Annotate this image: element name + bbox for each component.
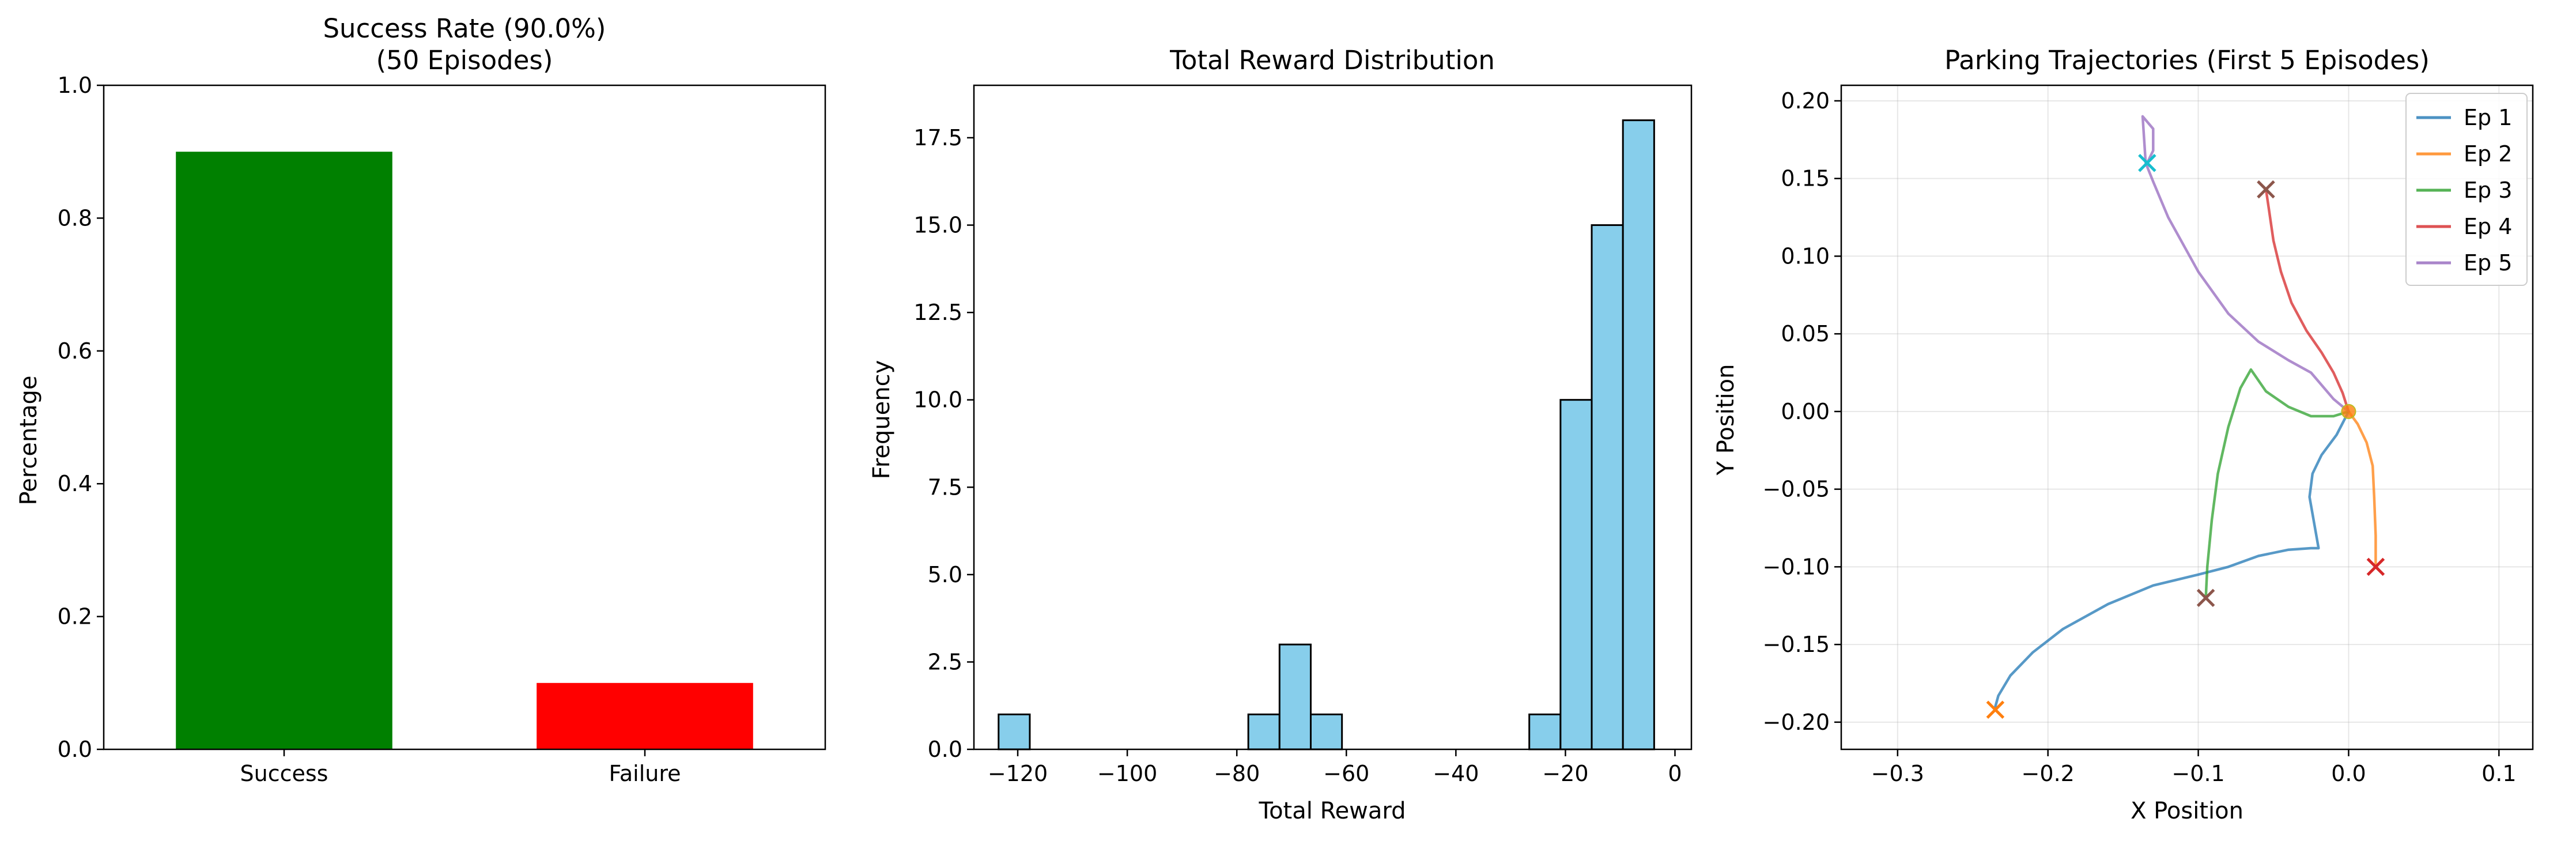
end-point-marker <box>2196 589 2215 608</box>
chart-subtitle: (50 Episodes) <box>376 45 553 76</box>
histogram-bar <box>1622 119 1655 751</box>
trajectory-chart: Parking Trajectories (First 5 Episodes) … <box>1713 45 2534 824</box>
histogram-bar <box>1528 713 1562 751</box>
y-tick-label: 15.0 <box>913 213 962 238</box>
x-tick-label: −0.3 <box>1871 761 1924 786</box>
legend-label-ep3: Ep 3 <box>2464 178 2512 203</box>
y-tick-label: 12.5 <box>913 300 962 325</box>
y-tick-label: 0.8 <box>58 205 92 231</box>
reward-histogram: Total Reward Distribution Total Reward F… <box>868 45 1693 824</box>
x-tick-label: −60 <box>1323 761 1369 786</box>
trajectory-lines <box>1986 115 2385 719</box>
end-point-marker <box>2366 557 2385 576</box>
legend-label-ep4: Ep 4 <box>2464 214 2512 239</box>
plot-frame <box>973 84 1693 751</box>
y-tick-label: 0.05 <box>1781 321 1830 346</box>
x-tick-label: −40 <box>1433 761 1479 786</box>
x-tick-label: −100 <box>1097 761 1157 786</box>
plot-frame <box>1840 84 2534 751</box>
bars <box>176 152 753 750</box>
trajectory-line-ep2 <box>2347 410 2377 568</box>
histogram-bar <box>1591 224 1624 751</box>
marker-stroke <box>2366 557 2385 576</box>
bar-failure <box>537 682 753 749</box>
x-tick-label: −20 <box>1542 761 1588 786</box>
y-tick-label: 1.0 <box>58 73 92 98</box>
y-axis-label: Percentage <box>16 375 42 505</box>
y-tick-label: −0.10 <box>1763 554 1830 579</box>
legend-label-ep2: Ep 2 <box>2464 141 2512 167</box>
x-tick-label: −0.1 <box>2171 761 2224 786</box>
axis-ticks: −0.3 −0.2 −0.1 0.0 0.1 −0.20 −0.15 −0.10 −0.05 0.… <box>1763 88 2517 786</box>
legend: Ep 1 Ep 2 Ep 3 Ep 4 Ep 5 <box>2405 93 2528 286</box>
y-tick-label: 0.6 <box>58 338 92 364</box>
end-point-marker <box>1986 700 2005 719</box>
bar-success <box>176 152 392 750</box>
end-point-marker <box>2138 153 2156 172</box>
trajectory-line-ep1 <box>1994 410 2350 708</box>
y-tick-label: 0.15 <box>1781 166 1830 191</box>
histogram-bar <box>998 713 1031 751</box>
legend-label-ep5: Ep 5 <box>2464 250 2512 276</box>
y-axis-label: Y Position <box>1713 364 1739 476</box>
end-point-marker <box>2257 180 2275 199</box>
y-tick-label: 2.5 <box>928 649 962 674</box>
start-point-marker <box>2341 403 2356 419</box>
y-tick-label: 0.4 <box>58 471 92 496</box>
histogram-bar <box>1309 713 1343 751</box>
histogram-bar <box>1247 713 1281 751</box>
x-tick-label: −0.2 <box>2022 761 2075 786</box>
x-tick-label: −120 <box>988 761 1048 786</box>
y-axis-label: Frequency <box>868 360 895 480</box>
histogram-bar <box>1278 643 1312 751</box>
x-axis-label: Total Reward <box>1258 798 1406 824</box>
x-axis-label: X Position <box>2131 798 2243 824</box>
histogram-bar <box>1559 399 1593 751</box>
y-tick-label: 0.0 <box>928 737 962 762</box>
axis-ticks: 0.0 0.2 0.4 0.6 0.8 1.0 Success Failure <box>58 73 681 786</box>
legend-label-ep1: Ep 1 <box>2464 105 2512 130</box>
y-tick-label: 0.00 <box>1781 399 1830 424</box>
x-tick-label: Failure <box>609 761 681 786</box>
marker-stroke <box>2138 153 2156 172</box>
axis-ticks: −120 −100 −80 −60 −40 −20 0 0.0 2.5 5.0 7.5 10.0 12.… <box>913 125 1682 786</box>
chart-title: Parking Trajectories (First 5 Episodes) <box>1944 45 2430 76</box>
y-tick-label: −0.20 <box>1763 710 1830 735</box>
x-tick-label: 0.0 <box>2331 761 2366 786</box>
y-tick-label: −0.05 <box>1763 477 1830 502</box>
y-tick-label: 0.10 <box>1781 243 1830 269</box>
y-tick-label: 10.0 <box>913 387 962 413</box>
x-tick-label: 0.1 <box>2481 761 2516 786</box>
y-tick-label: −0.15 <box>1763 632 1830 657</box>
trajectory-line-ep5 <box>2141 115 2350 413</box>
marker-stroke <box>2257 180 2275 199</box>
x-tick-label: Success <box>240 761 328 786</box>
x-tick-label: 0 <box>1668 761 1682 786</box>
histogram-bars <box>998 119 1655 751</box>
success-rate-chart: Success Rate (90.0%) (50 Episodes) Perce… <box>16 13 826 786</box>
y-tick-label: 0.20 <box>1781 88 1830 114</box>
marker-stroke <box>2196 589 2215 608</box>
marker-stroke <box>1986 700 2005 719</box>
chart-title: Success Rate (90.0%) <box>323 13 606 44</box>
trajectory-line-ep3 <box>2204 368 2350 599</box>
x-tick-label: −80 <box>1214 761 1260 786</box>
plot-frame <box>103 84 826 751</box>
y-tick-label: 7.5 <box>928 474 962 500</box>
y-tick-label: 0.0 <box>58 737 92 762</box>
chart-title: Total Reward Distribution <box>1169 45 1495 76</box>
y-tick-label: 5.0 <box>928 562 962 587</box>
y-tick-label: 17.5 <box>913 125 962 150</box>
y-tick-label: 0.2 <box>58 604 92 629</box>
trajectory-line-ep4 <box>2264 188 2350 413</box>
legend-box <box>2405 93 2528 286</box>
